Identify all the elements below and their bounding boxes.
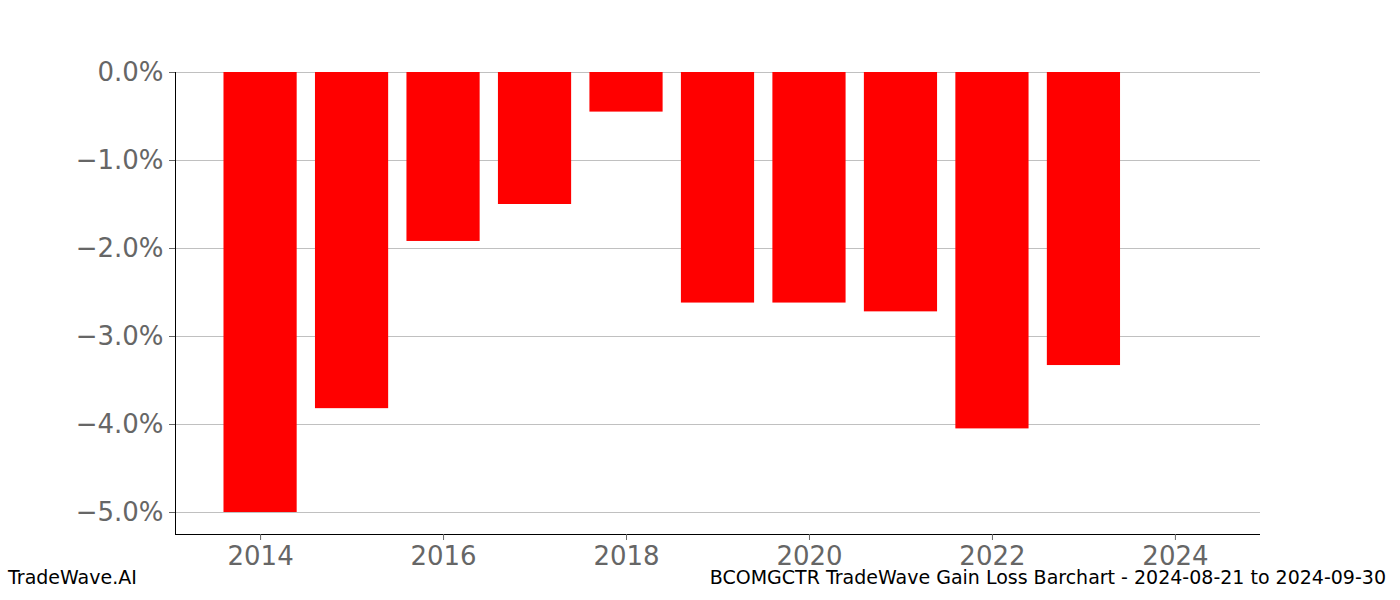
svg-text:0.0%: 0.0% bbox=[97, 57, 163, 87]
html-text:TradeWave.AI: TradeWave.AI bbox=[8, 566, 137, 588]
svg-text:−2.0%: −2.0% bbox=[76, 233, 164, 263]
svg-text:2024: 2024 bbox=[1142, 541, 1209, 571]
svg-text:−5.0%: −5.0% bbox=[76, 497, 164, 527]
svg-text:−1.0%: −1.0% bbox=[76, 145, 164, 175]
html-text:BCOMGCTR TradeWave Gain Loss B: BCOMGCTR TradeWave Gain Loss Barchart - … bbox=[709, 566, 1386, 588]
svg-text:2020: 2020 bbox=[776, 541, 843, 571]
svg-text:−3.0%: −3.0% bbox=[76, 321, 164, 351]
svg-text:−4.0%: −4.0% bbox=[76, 409, 164, 439]
svg-text:2018: 2018 bbox=[593, 541, 659, 571]
svg-text:2022: 2022 bbox=[959, 541, 1026, 571]
svg-text:2014: 2014 bbox=[227, 541, 293, 571]
svg-text:2016: 2016 bbox=[410, 541, 476, 571]
